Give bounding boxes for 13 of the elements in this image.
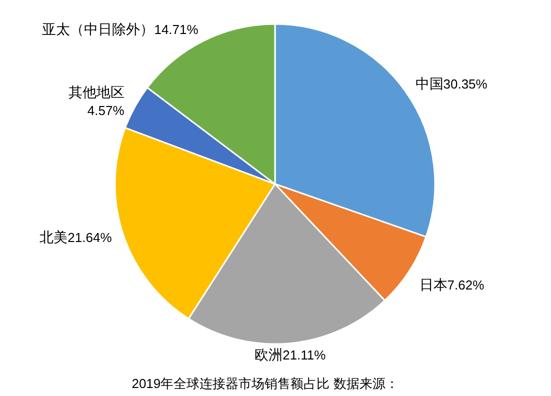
slice-label: 中国 [415, 75, 444, 92]
slice-label: 其他地区 [68, 84, 124, 100]
slice-label: 欧洲 [254, 346, 283, 362]
data-label: 14.71% [154, 22, 199, 38]
slice-label: 日本 [419, 276, 448, 293]
data-label: 4.57% [87, 103, 125, 118]
data-label: 7.62% [447, 278, 485, 293]
data-label: 21.64% [68, 230, 112, 246]
data-label: 30.35% [443, 76, 488, 92]
slice-label: 北美 [40, 229, 68, 246]
text: 2019年全球连接器市场销售额占比 数据来源： [132, 376, 398, 391]
data-label: 21.11% [282, 347, 326, 362]
slice-label: 亚太（中日除外） [42, 21, 154, 38]
